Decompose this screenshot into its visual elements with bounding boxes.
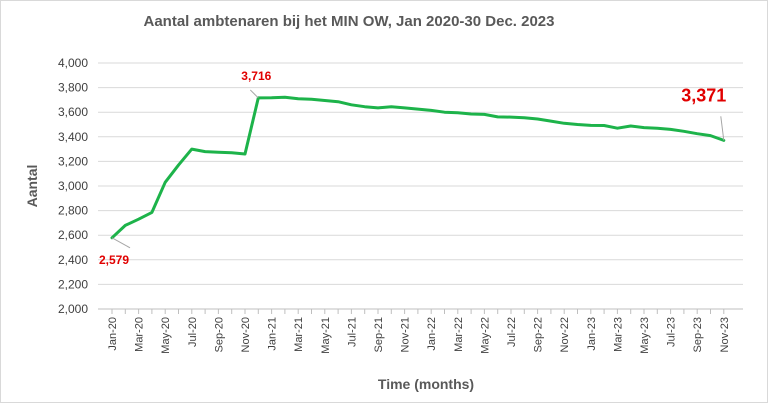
y-tick-label: 3,000	[58, 179, 88, 193]
x-tick-label: Jan-21	[267, 317, 279, 351]
x-tick-label: Mar-20	[134, 317, 146, 352]
y-tick-label: 3,400	[58, 130, 88, 144]
data-point	[563, 122, 566, 125]
data-point	[430, 109, 433, 112]
data-point	[283, 96, 286, 99]
data-point	[696, 132, 699, 135]
x-tick-label: Jul-21	[346, 317, 358, 347]
data-point	[549, 120, 552, 123]
y-tick-label: 2,800	[58, 204, 88, 218]
data-point	[443, 111, 446, 114]
x-tick-label: May-22	[479, 317, 491, 354]
y-axis-title: Aantal	[24, 165, 40, 208]
x-tick-label: Mar-22	[453, 317, 465, 352]
data-point	[576, 123, 579, 126]
y-tick-labels: 2,000 2,200 2,400 2,600 2,800 3,000 3,200 3,400…	[58, 56, 88, 316]
data-point	[523, 116, 526, 119]
data-point	[456, 111, 459, 114]
data-annotations: 2,579 3,716 3,371	[99, 69, 726, 267]
annotation-leader-line	[249, 89, 259, 99]
y-tick-label: 2,600	[58, 228, 88, 242]
data-point	[616, 127, 619, 130]
data-point	[510, 116, 513, 119]
data-point	[230, 151, 233, 154]
x-tick-label: Mar-21	[293, 317, 305, 352]
data-point	[337, 100, 340, 103]
y-tick-label: 4,000	[58, 56, 88, 70]
data-point	[177, 164, 180, 167]
data-point	[270, 96, 273, 99]
data-point	[589, 124, 592, 127]
series-line-group	[110, 95, 726, 240]
y-tick-label: 2,200	[58, 277, 88, 291]
data-point	[416, 108, 419, 111]
data-point	[323, 99, 326, 102]
x-tick-label: Sep-21	[373, 317, 385, 352]
x-tick-label: May-23	[639, 317, 651, 354]
series-line	[110, 95, 726, 240]
x-tick-label: Sep-23	[692, 317, 704, 352]
data-point	[483, 113, 486, 116]
data-point	[164, 181, 167, 184]
data-point	[363, 105, 366, 108]
data-point	[244, 153, 247, 156]
data-point	[377, 106, 380, 109]
data-point	[682, 130, 685, 133]
y-tick-label: 2,400	[58, 253, 88, 267]
data-point	[204, 150, 207, 153]
x-tick-label: Jul-22	[506, 317, 518, 347]
data-point	[496, 115, 499, 118]
x-tick-label: Jan-23	[586, 317, 598, 351]
y-tick-label: 3,200	[58, 154, 88, 168]
data-point	[350, 103, 353, 106]
data-point	[390, 105, 393, 108]
x-tick-label: Jan-22	[426, 317, 438, 351]
y-tick-label: 3,600	[58, 105, 88, 119]
x-tick-label: Nov-22	[559, 317, 571, 352]
grid-lines	[98, 62, 743, 310]
data-point	[190, 148, 193, 151]
data-point	[656, 127, 659, 130]
x-tick-label: Jul-20	[187, 317, 199, 347]
data-point	[603, 124, 606, 127]
annotation-leader-line	[720, 116, 725, 141]
x-tick-label: Nov-21	[400, 317, 412, 352]
x-tick-label: Mar-23	[612, 317, 624, 352]
x-tick-label: Nov-23	[719, 317, 731, 352]
x-tick-label: Nov-20	[240, 317, 252, 352]
x-tick-label: Jul-23	[666, 317, 678, 347]
data-point	[217, 151, 220, 154]
data-point	[629, 124, 632, 127]
data-point	[709, 134, 712, 137]
data-label: 3,716	[241, 69, 271, 83]
data-point	[669, 128, 672, 131]
x-tick-label: Sep-22	[533, 317, 545, 352]
data-label: 3,371	[681, 85, 726, 105]
data-point	[150, 211, 153, 214]
chart-title: Aantal ambtenaren bij het MIN OW, Jan 20…	[144, 13, 555, 30]
data-point	[297, 97, 300, 100]
x-tick-label: Sep-20	[213, 317, 225, 352]
data-point	[470, 113, 473, 116]
x-tick-label: Jan-20	[107, 317, 119, 351]
y-tick-label: 3,800	[58, 81, 88, 95]
data-point	[536, 117, 539, 120]
data-point	[643, 126, 646, 129]
annotation-leader-line	[111, 237, 131, 249]
data-label: 2,579	[99, 253, 129, 267]
y-tick-label: 2,000	[58, 302, 88, 316]
x-tick-labels: Jan-20 Mar-20 May-20 Jul-20 Sep-20 Nov-20 Jan-…	[107, 309, 731, 354]
x-tick-label: May-21	[320, 317, 332, 354]
data-point	[310, 98, 313, 101]
data-point	[403, 106, 406, 109]
x-tick-label: May-20	[160, 317, 172, 354]
data-point	[124, 224, 127, 227]
data-point	[137, 218, 140, 221]
x-axis-title: Time (months)	[378, 376, 474, 392]
